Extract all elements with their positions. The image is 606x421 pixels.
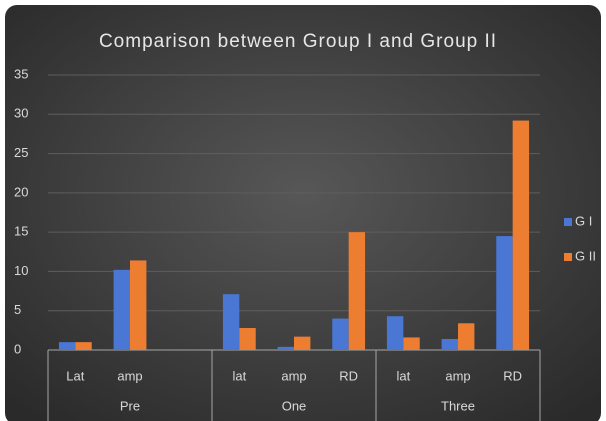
bar bbox=[239, 328, 256, 350]
chart-title: Comparison between Group I and Group II bbox=[99, 31, 497, 52]
legend-swatch bbox=[564, 218, 572, 226]
bar bbox=[386, 316, 404, 350]
group-label: Three bbox=[441, 398, 475, 413]
legend-swatch bbox=[564, 253, 572, 261]
bar bbox=[277, 346, 294, 350]
bar bbox=[75, 342, 92, 350]
x-tick-label: Lat bbox=[66, 368, 84, 383]
y-tick-label: 15 bbox=[14, 224, 28, 239]
x-tick-label: lat bbox=[396, 368, 410, 383]
bar bbox=[130, 260, 147, 350]
bar bbox=[348, 232, 366, 350]
x-tick-label: amp bbox=[117, 368, 142, 383]
y-tick-label: 20 bbox=[14, 184, 28, 199]
legend-label: G I bbox=[575, 213, 592, 228]
bar bbox=[294, 336, 311, 350]
chart-background bbox=[5, 5, 601, 421]
bar bbox=[458, 323, 475, 350]
group-label: One bbox=[282, 398, 307, 413]
x-tick-label: RD bbox=[339, 368, 358, 383]
y-tick-label: 35 bbox=[14, 66, 28, 81]
bar bbox=[403, 337, 420, 350]
bar bbox=[512, 120, 530, 350]
bar bbox=[441, 339, 458, 350]
y-tick-label: 25 bbox=[14, 145, 28, 160]
group-label: Pre bbox=[120, 398, 140, 413]
x-tick-label: RD bbox=[503, 368, 522, 383]
x-tick-label: lat bbox=[232, 368, 246, 383]
y-tick-label: 0 bbox=[14, 341, 21, 356]
x-tick-label: amp bbox=[445, 368, 470, 383]
bar bbox=[113, 269, 130, 350]
legend-label: G II bbox=[575, 248, 596, 263]
y-tick-label: 5 bbox=[14, 302, 21, 317]
bar bbox=[58, 342, 76, 350]
x-tick-label: amp bbox=[281, 368, 306, 383]
y-tick-label: 30 bbox=[14, 106, 28, 121]
bar bbox=[332, 318, 349, 350]
bar bbox=[496, 236, 513, 350]
y-tick-label: 10 bbox=[14, 263, 28, 278]
bar bbox=[222, 294, 240, 350]
